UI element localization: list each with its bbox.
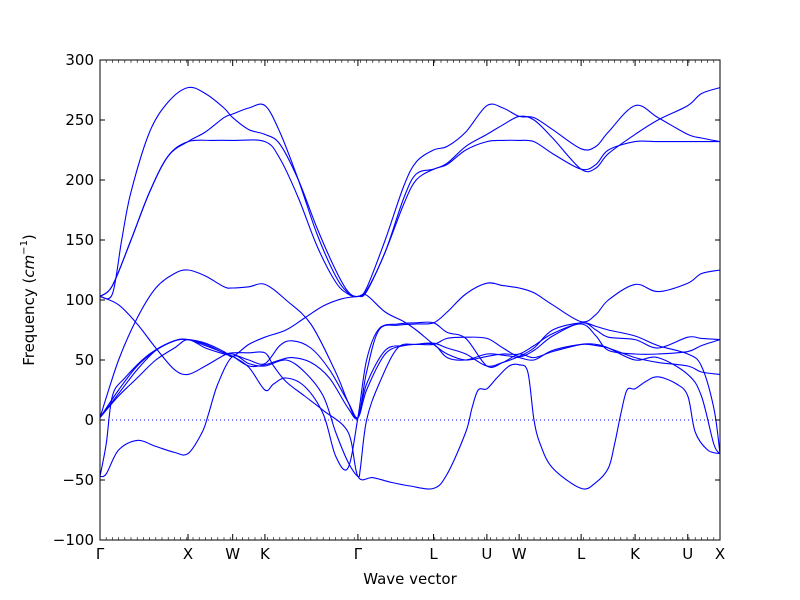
x-tick-label: U bbox=[481, 545, 492, 563]
phonon-branch-line-9 bbox=[99, 322, 721, 419]
y-tick-label: 100 bbox=[65, 291, 94, 309]
x-tick-label: L bbox=[429, 545, 438, 563]
phonon-branch-line-3 bbox=[99, 86, 721, 300]
plot-background bbox=[100, 60, 720, 540]
y-tick-label: −50 bbox=[62, 471, 94, 489]
x-tick-label: X bbox=[183, 545, 193, 563]
y-axis-label-unit: cm bbox=[20, 255, 38, 278]
x-tick-label: W bbox=[225, 545, 240, 563]
x-tick-label: K bbox=[260, 545, 271, 563]
x-tick-label: K bbox=[630, 545, 641, 563]
y-tick-label: 50 bbox=[75, 351, 94, 369]
phonon-branch-line-8 bbox=[99, 293, 721, 418]
phonon-branch-line-1 bbox=[99, 139, 720, 298]
x-tick-label: X bbox=[715, 545, 725, 563]
x-tick-label: Γ bbox=[96, 545, 105, 563]
phonon-branch-line-2 bbox=[99, 87, 721, 298]
x-tick-label: Γ bbox=[354, 545, 363, 563]
x-axis-label: Wave vector bbox=[363, 570, 457, 588]
x-tick-label: L bbox=[577, 545, 586, 563]
y-tick-label: 200 bbox=[65, 171, 94, 189]
y-axis-label: Frequency (cm−1) bbox=[19, 234, 38, 366]
y-tick-label: 0 bbox=[84, 411, 94, 429]
x-tick-label: U bbox=[682, 545, 693, 563]
y-axis-label-prefix: Frequency ( bbox=[20, 278, 38, 366]
phonon-branch-line-6 bbox=[99, 322, 721, 478]
phonon-branch-line-10 bbox=[99, 339, 721, 420]
x-tick-label: W bbox=[512, 545, 527, 563]
y-tick-label: 150 bbox=[65, 231, 94, 249]
y-axis-ticks: −100 −50 0 50 100 150 200 250 300 bbox=[53, 51, 720, 549]
y-tick-label: 250 bbox=[65, 111, 94, 129]
y-tick-label: 300 bbox=[65, 51, 94, 69]
phonon-branch-line-7 bbox=[99, 321, 721, 477]
y-tick-label: −100 bbox=[53, 531, 94, 549]
y-axis-label-suffix: ) bbox=[20, 234, 38, 240]
y-axis-label-exponent: −1 bbox=[19, 240, 30, 255]
series-layer bbox=[99, 86, 721, 490]
